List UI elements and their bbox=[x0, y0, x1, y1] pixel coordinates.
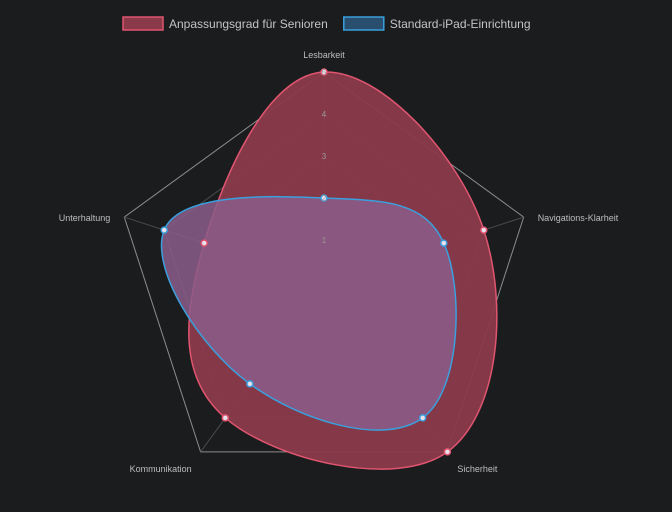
legend-swatch bbox=[122, 16, 164, 31]
axis-label: Kommunikation bbox=[130, 464, 192, 474]
data-point[interactable] bbox=[480, 226, 488, 234]
data-point[interactable] bbox=[320, 194, 328, 202]
data-point[interactable] bbox=[221, 414, 230, 422]
data-point[interactable] bbox=[320, 68, 328, 76]
tick-label: 3 bbox=[322, 152, 327, 161]
data-point[interactable] bbox=[246, 380, 254, 388]
tick-label: 2 bbox=[322, 194, 327, 203]
axis-label: Navigations-Klarheit bbox=[538, 213, 619, 223]
data-point[interactable] bbox=[443, 448, 452, 456]
legend-label: Standard-iPad-Einrichtung bbox=[390, 17, 531, 31]
axis-labels: Lesbarkeit Navigations-Klarheit Sicherheit… bbox=[59, 50, 619, 474]
legend-swatch bbox=[343, 16, 385, 31]
legend-item[interactable]: Anpassungsgrad für Senioren bbox=[122, 16, 328, 31]
tick-label: 5 bbox=[322, 68, 327, 77]
series-layer: 1 2 3 4 5 bbox=[160, 68, 498, 470]
legend[interactable]: Anpassungsgrad für Senioren Standard-iPad… bbox=[122, 16, 531, 31]
data-point[interactable] bbox=[440, 239, 448, 247]
axis-label: Unterhaltung bbox=[59, 213, 111, 223]
axis-label: Lesbarkeit bbox=[303, 50, 345, 60]
legend-label: Anpassungsgrad für Senioren bbox=[169, 17, 328, 31]
data-point[interactable] bbox=[200, 239, 208, 247]
tick-label: 4 bbox=[322, 110, 327, 119]
legend-item[interactable]: Standard-iPad-Einrichtung bbox=[343, 16, 531, 31]
tick-label: 1 bbox=[322, 236, 327, 245]
data-point[interactable] bbox=[418, 414, 427, 422]
data-point[interactable] bbox=[160, 226, 168, 234]
axis-label: Sicherheit bbox=[457, 464, 498, 474]
